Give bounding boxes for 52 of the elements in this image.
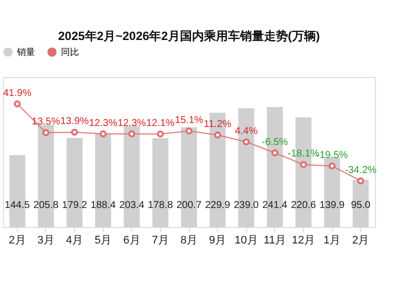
- data-label: 220.6: [290, 200, 316, 211]
- data-label: 11.2%: [204, 118, 232, 130]
- x-tick-label: 10月: [234, 234, 258, 246]
- point: [42, 129, 50, 136]
- x-tick-label: 7月: [152, 234, 169, 246]
- point: [186, 128, 192, 135]
- data-label: -6.5%: [262, 136, 288, 148]
- data-label: 12.3%: [118, 118, 146, 129]
- point: [71, 128, 78, 136]
- data-label: 179.2: [62, 200, 88, 211]
- point: [156, 130, 164, 138]
- point: [357, 177, 364, 184]
- x-tick-label: 2月: [352, 234, 370, 246]
- data-label: 188.4: [90, 200, 116, 211]
- data-label: 139.9: [320, 200, 346, 211]
- data-label: 241.4: [262, 200, 288, 211]
- data-label: 229.9: [205, 200, 231, 211]
- x-tick-label: 5月: [94, 234, 112, 246]
- x-tick-label: 1月: [324, 234, 341, 246]
- data-label: 178.8: [148, 200, 174, 211]
- point: [128, 130, 136, 138]
- data-label: 200.7: [176, 200, 202, 211]
- data-label: 144.5: [4, 200, 30, 211]
- data-label: 15.1%: [174, 115, 204, 126]
- point: [100, 130, 107, 138]
- point: [214, 131, 222, 138]
- data-label: 41.9%: [3, 88, 32, 99]
- x-tick-label: 6月: [123, 234, 140, 246]
- x-tick-label: 12月: [292, 234, 316, 246]
- x-tick-label: 4月: [66, 234, 84, 246]
- x-tick-label: 3月: [37, 234, 54, 246]
- data-label: 4.4%: [234, 126, 258, 137]
- legend-label: 销量: [16, 47, 35, 58]
- data-label: 239.0: [234, 200, 260, 211]
- point: [328, 162, 336, 170]
- x-tick-label: 2月: [8, 234, 26, 246]
- chart-title: 2025年2月~2026年2月国内乘用车销量走势(万辆): [58, 29, 320, 43]
- point: [271, 149, 278, 156]
- x-tick-label: 11月: [264, 234, 286, 246]
- data-label: -34.2%: [344, 164, 377, 176]
- data-label: 13.9%: [60, 116, 89, 128]
- data-label: 203.4: [119, 200, 145, 211]
- point: [300, 161, 307, 168]
- legend-label: 同比: [61, 47, 79, 58]
- data-label: 12.3%: [88, 118, 118, 129]
- point: [242, 138, 250, 146]
- x-tick-label: 9月: [209, 234, 226, 246]
- x-tick-label: 8月: [180, 234, 198, 246]
- data-label: 95.0: [350, 200, 371, 211]
- point: [14, 100, 21, 108]
- data-label: 12.1%: [146, 118, 175, 130]
- data-label: 205.8: [33, 200, 59, 211]
